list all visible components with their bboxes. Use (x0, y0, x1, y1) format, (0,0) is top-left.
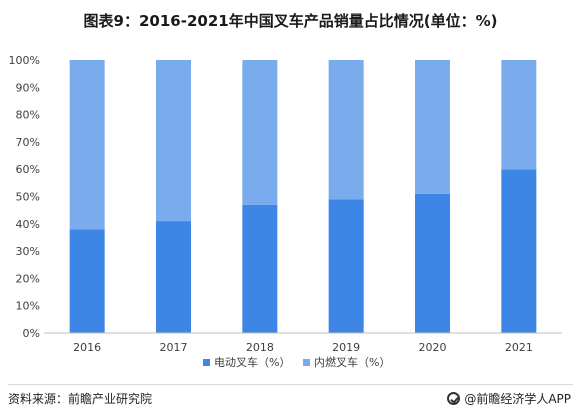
y-tick-label: 30% (16, 245, 40, 258)
bar-electric-segment (242, 204, 278, 333)
x-tick-label: 2017 (160, 341, 188, 354)
bar-combustion-segment (156, 60, 191, 222)
x-tick-label: 2021 (505, 341, 533, 354)
bar-combustion-segment (69, 60, 105, 230)
source-note: 资料来源：前瞻产业研究院 (8, 392, 153, 406)
y-tick-label: 60% (16, 163, 40, 176)
legend-label: 电动叉车（%） (214, 355, 290, 369)
chart-title: 图表9：2016-2021年中国叉车产品销量占比情况(单位：%) (83, 12, 498, 30)
legend-swatch (203, 359, 210, 366)
bar-electric-segment (156, 221, 191, 333)
y-tick-label: 90% (16, 81, 40, 94)
legend-label: 内燃叉车（%） (314, 355, 390, 369)
y-tick-label: 50% (16, 191, 40, 204)
x-tick-label: 2018 (246, 341, 274, 354)
y-tick-label: 20% (16, 272, 40, 285)
y-tick-label: 70% (16, 136, 40, 149)
y-tick-label: 0% (23, 327, 40, 340)
legend-swatch (303, 359, 310, 366)
x-tick-label: 2019 (332, 341, 360, 354)
footer-divider (8, 384, 573, 385)
y-tick-label: 10% (16, 300, 40, 313)
y-tick-label: 80% (16, 109, 40, 122)
brand-logo-icon (447, 392, 461, 405)
bar-combustion-segment (415, 60, 450, 194)
y-tick-label: 100% (9, 54, 40, 67)
bar-electric-segment (415, 193, 450, 333)
brand-label: @前瞻经济学人APP (464, 392, 571, 406)
bar-combustion-segment (242, 60, 278, 205)
bar-electric-segment (501, 169, 537, 333)
brand-attribution: @前瞻经济学人APP (447, 390, 571, 407)
bar-combustion-segment (328, 60, 364, 200)
x-tick-label: 2016 (73, 341, 101, 354)
x-tick-label: 2020 (419, 341, 447, 354)
bar-electric-segment (69, 229, 105, 333)
bar-electric-segment (328, 199, 364, 333)
y-tick-label: 40% (16, 218, 40, 231)
bar-combustion-segment (501, 60, 537, 170)
